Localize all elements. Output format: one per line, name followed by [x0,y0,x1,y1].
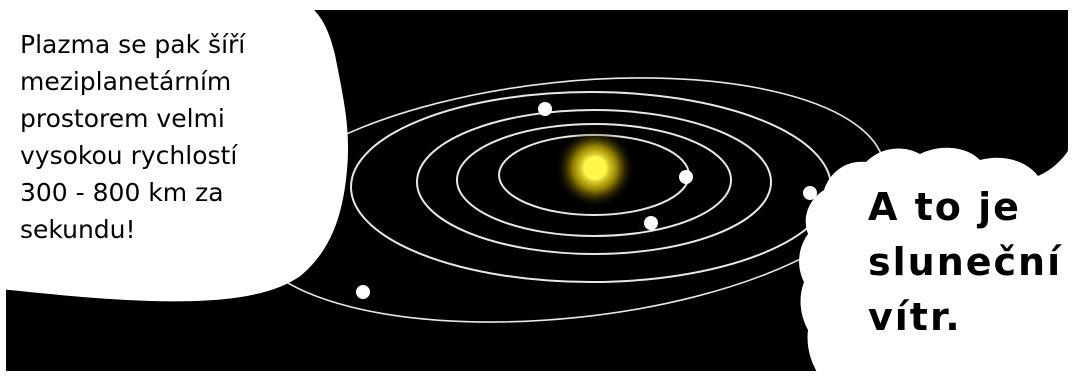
planet-5 [356,285,370,299]
solar-system-illustration [246,77,886,323]
planet-2 [644,216,658,230]
speech-bubble [0,0,349,302]
shout-bubble [799,140,1074,377]
planet-3 [803,186,817,200]
orbit-3 [416,109,772,255]
orbit-2 [456,123,732,237]
shout-bubble-text: A to je sluneční vítr. [868,185,1063,339]
sun [583,156,607,180]
planet-4 [538,102,552,116]
speech-bubble-text: Plazma se pak šíří meziplanetárním prost… [20,30,246,244]
planet-1 [679,170,693,184]
